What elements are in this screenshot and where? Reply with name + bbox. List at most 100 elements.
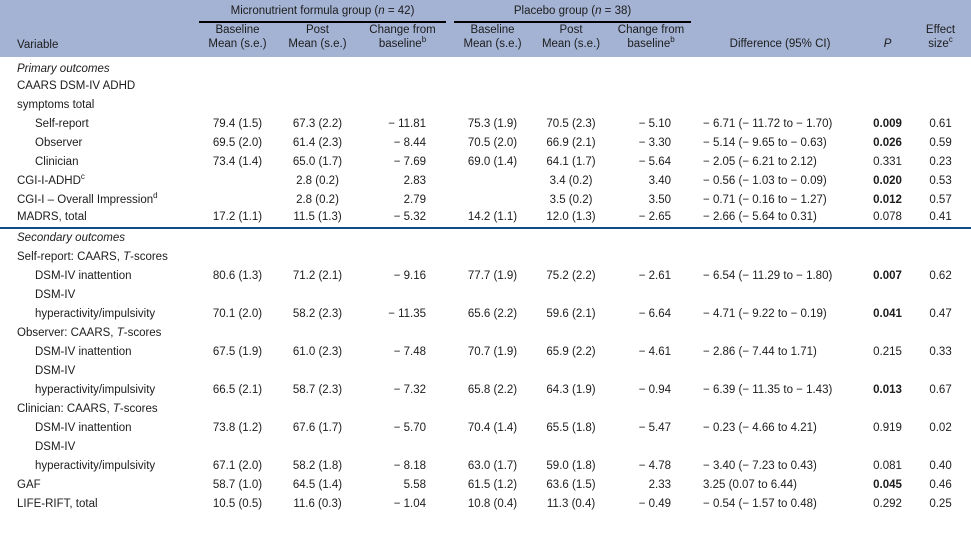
cell: [910, 247, 971, 266]
micronutrient-group-header: Micronutrient formula group (n = 42): [195, 0, 451, 23]
cell: 58.2 (2.3): [292, 307, 343, 320]
cell: 0.215: [873, 345, 902, 358]
cell: 0.02: [929, 421, 952, 434]
cell: 65.5 (1.8): [546, 421, 596, 434]
cell: [607, 247, 695, 266]
cell: 59.6 (2.1): [546, 307, 596, 320]
g1-change-sup: b: [421, 35, 427, 45]
cell: [607, 76, 695, 95]
row-label: CGI-I-ADHDc: [17, 171, 85, 187]
cell: − 6.64: [638, 307, 672, 320]
cell: [450, 190, 535, 209]
g1-baseline-line2: Mean (s.e.): [208, 38, 267, 50]
g2-baseline-line1: Baseline: [470, 24, 515, 36]
cell: 3.40: [648, 174, 672, 187]
g1-change-header: Change from baselineb: [355, 23, 451, 57]
row-label: DSM-IV: [35, 288, 76, 301]
cell: 11.6 (0.3): [293, 497, 342, 510]
cell: − 6.39 (− 11.35 to − 1.43): [703, 383, 833, 396]
cell: [355, 57, 450, 76]
cell: 0.012: [873, 193, 902, 206]
cell: [695, 228, 865, 247]
cell: 2.8 (0.2): [296, 193, 339, 206]
cell: 0.41: [910, 209, 971, 229]
cell: [695, 323, 865, 342]
table-row: Self-report: CAARS, T-scores: [0, 247, 971, 266]
cell: − 7.48: [393, 345, 427, 358]
cell: [607, 228, 695, 247]
cell: [535, 399, 607, 418]
cell: [195, 285, 280, 304]
table-row: Clinician: CAARS, T-scores: [0, 399, 971, 418]
g1-baseline-line1: Baseline: [215, 24, 260, 36]
row-label: symptoms total: [17, 98, 95, 111]
cell: 0.53: [929, 174, 952, 187]
cell: [280, 247, 355, 266]
cell: [195, 228, 280, 247]
row-label: Observer: CAARS, T-scores: [17, 326, 162, 339]
cell: − 2.61: [638, 269, 672, 282]
cell: [280, 285, 355, 304]
cell: [607, 95, 695, 114]
table-row: DSM-IV inattention 67.5 (1.9) 61.0 (2.3) − …: [0, 342, 971, 361]
cell: 0.045: [873, 478, 902, 491]
cell: [355, 76, 450, 95]
cell: 63.6 (1.5): [546, 478, 596, 491]
cell: − 5.32: [355, 209, 451, 229]
cell: 61.0 (2.3): [292, 345, 343, 358]
row-label: Self-report: CAARS, T-scores: [17, 250, 168, 263]
cell: 0.62: [929, 269, 952, 282]
cell: [195, 437, 280, 456]
table-row: Clinician 73.4 (1.4) 65.0 (1.7) − 7.69 69.0 …: [0, 152, 971, 171]
group2-title: Placebo group (: [513, 5, 596, 17]
cell: [695, 247, 865, 266]
cell: 67.1 (2.0): [212, 459, 263, 472]
cell: 2.8 (0.2): [296, 174, 339, 187]
cell: 70.5 (2.0): [467, 136, 518, 149]
cell: [195, 190, 280, 209]
p-column-header: P: [865, 0, 911, 57]
cell: − 1.04: [393, 497, 427, 510]
cell: [195, 399, 280, 418]
table-row: hyperactivity/impulsivity 66.5 (2.1) 58.7 …: [0, 380, 971, 399]
row-label: Observer: [35, 136, 83, 149]
cell: 0.013: [873, 383, 902, 396]
g1-post-header: Post Mean (s.e.): [280, 23, 355, 57]
row-label: CAARS DSM-IV ADHD: [17, 79, 136, 92]
cell: − 0.94: [638, 383, 672, 396]
cell: − 2.66 (− 5.64 to 0.31): [695, 209, 866, 229]
row-label: MADRS, total: [0, 209, 195, 229]
cell: [865, 285, 910, 304]
cell: 0.67: [929, 383, 952, 396]
cell: [865, 95, 910, 114]
cell: [280, 76, 355, 95]
cell: 58.7 (1.0): [212, 478, 263, 491]
cell: [355, 361, 450, 380]
g2-change-header: Change from baselineb: [607, 23, 696, 57]
cell: 2.83: [403, 174, 427, 187]
row-label: Primary outcomes: [17, 63, 110, 75]
cell: [535, 247, 607, 266]
cell: [695, 437, 865, 456]
cell: − 0.56 (− 1.03 to − 0.09): [703, 174, 827, 187]
cell: 0.40: [929, 459, 952, 472]
row-label: DSM-IV inattention: [35, 345, 132, 358]
cell: 0.33: [929, 345, 952, 358]
cell: 66.9 (2.1): [546, 136, 596, 149]
cell: [450, 57, 535, 76]
cell: 77.7 (1.9): [467, 269, 518, 282]
group2-n: n: [595, 5, 602, 17]
group1-title: Micronutrient formula group (: [230, 5, 379, 17]
cell: [695, 76, 865, 95]
cell: 0.041: [873, 307, 902, 320]
cell: 0.331: [873, 155, 902, 168]
table-row: LIFE-RIFT, total 10.5 (0.5) 11.6 (0.3) − 1.…: [0, 494, 971, 513]
cell: [535, 76, 607, 95]
table-row: DSM-IV: [0, 361, 971, 380]
cell: [695, 95, 865, 114]
cell: 59.0 (1.8): [546, 459, 596, 472]
cell: [450, 247, 535, 266]
cell: 61.4 (2.3): [292, 136, 343, 149]
cell: [695, 361, 865, 380]
cell: 58.2 (1.8): [292, 459, 343, 472]
